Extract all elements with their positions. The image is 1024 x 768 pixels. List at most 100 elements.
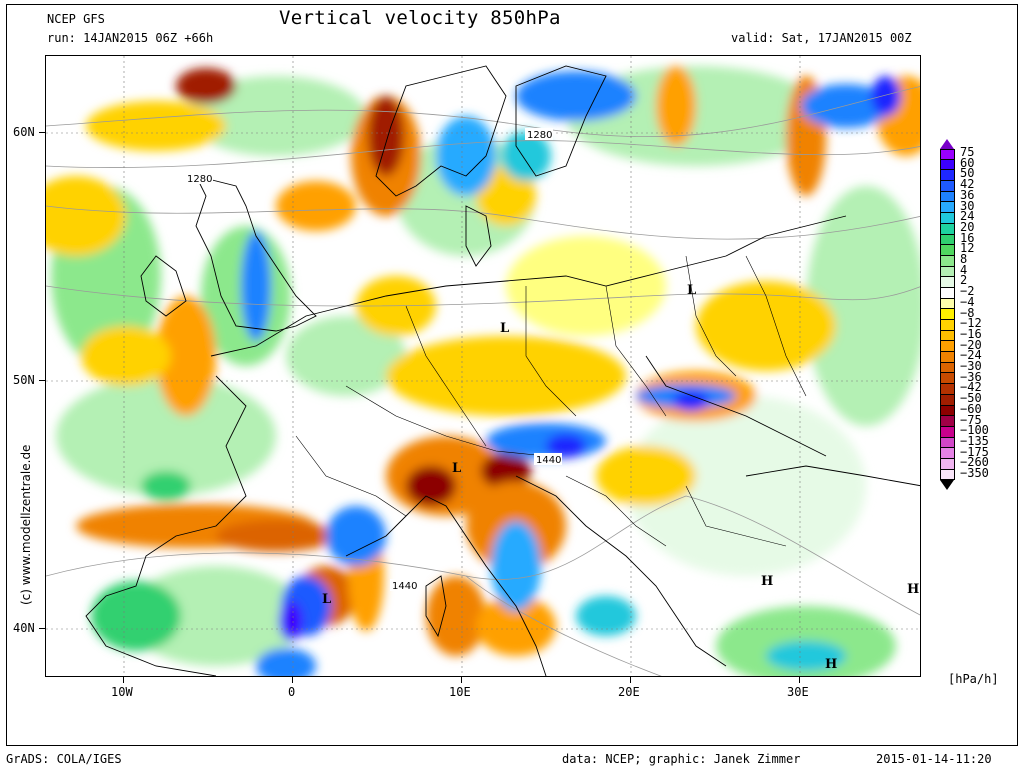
legend-color-swatch bbox=[940, 330, 955, 342]
legend-color-swatch bbox=[940, 223, 955, 235]
model-name: NCEP GFS bbox=[47, 12, 105, 26]
legend-color-swatch bbox=[940, 448, 955, 459]
data-credit: data: NCEP; graphic: Janek Zimmer bbox=[562, 752, 801, 766]
lon-tick bbox=[123, 677, 124, 683]
legend-label: −16 bbox=[960, 326, 982, 341]
lon-tick bbox=[461, 677, 462, 683]
legend-label: 36 bbox=[960, 187, 975, 202]
legend-label: −60 bbox=[960, 401, 982, 416]
lon-tick bbox=[292, 677, 293, 683]
lon-label-20e: 20E bbox=[618, 685, 640, 699]
legend-label: −8 bbox=[960, 305, 975, 320]
legend-bottom-arrow bbox=[940, 480, 954, 491]
legend-color-bar bbox=[940, 149, 955, 481]
legend-color-swatch bbox=[940, 202, 955, 214]
legend-label: 60 bbox=[960, 155, 975, 170]
legend-color-swatch bbox=[940, 373, 955, 385]
legend-label: 20 bbox=[960, 219, 975, 234]
legend-color-swatch bbox=[940, 298, 955, 310]
lat-tick bbox=[39, 380, 45, 381]
legend-color-swatch bbox=[940, 405, 955, 417]
legend-label: −36 bbox=[960, 369, 982, 384]
legend-label: −2 bbox=[960, 284, 975, 299]
lon-label-10w: 10W bbox=[111, 685, 133, 699]
low-pressure-marker: L bbox=[452, 461, 461, 476]
low-pressure-marker: L bbox=[322, 592, 331, 607]
graticule bbox=[46, 56, 920, 676]
legend-color-swatch bbox=[940, 384, 955, 395]
legend-color-swatch bbox=[940, 255, 955, 267]
legend-label: −175 bbox=[960, 444, 989, 459]
isobar-lines bbox=[46, 86, 920, 676]
legend-color-swatch bbox=[940, 234, 955, 246]
legend-label: 30 bbox=[960, 198, 975, 213]
velocity-field bbox=[46, 66, 920, 676]
legend-label: −100 bbox=[960, 423, 989, 438]
legend-label: 24 bbox=[960, 209, 975, 224]
legend-label: 50 bbox=[960, 166, 975, 181]
legend-color-swatch bbox=[940, 437, 955, 449]
lat-label-40n: 40N bbox=[13, 621, 35, 635]
legend-label: 75 bbox=[960, 145, 975, 159]
isobar-labels: 1280 1280 1440 1440 bbox=[185, 128, 562, 592]
legend-color-swatch bbox=[940, 277, 955, 288]
legend-label: −24 bbox=[960, 348, 982, 363]
pressure-centers: L L L L H H H bbox=[322, 283, 919, 672]
legend-label: 8 bbox=[960, 252, 968, 266]
legend-color-swatch bbox=[940, 170, 955, 182]
legend-color-swatch bbox=[940, 469, 955, 481]
coastlines bbox=[85, 65, 920, 676]
legend-color-swatch bbox=[940, 309, 955, 320]
legend-label: −4 bbox=[960, 294, 975, 309]
legend-label: −30 bbox=[960, 359, 982, 373]
lat-label-60n: 60N bbox=[13, 125, 35, 139]
legend-label: 4 bbox=[960, 262, 968, 277]
country-borders bbox=[295, 255, 807, 547]
legend-label: −75 bbox=[960, 412, 982, 427]
legend-color-swatch bbox=[940, 266, 955, 278]
grads-credit: GrADS: COLA/IGES bbox=[6, 752, 122, 766]
legend-color-swatch bbox=[940, 341, 955, 353]
legend-top-arrow bbox=[940, 139, 954, 149]
chart-title: Vertical velocity 850hPa bbox=[279, 7, 561, 29]
lon-label-30e: 30E bbox=[787, 685, 809, 699]
lat-tick bbox=[39, 132, 45, 133]
legend-label: −350 bbox=[960, 466, 989, 480]
legend-color-swatch bbox=[940, 458, 955, 470]
lon-tick bbox=[630, 677, 631, 683]
legend-color-swatch bbox=[940, 181, 955, 192]
legend-color-swatch bbox=[940, 287, 955, 299]
run-info: run: 14JAN2015 06Z +66h bbox=[47, 31, 214, 45]
low-pressure-marker: L bbox=[500, 321, 509, 336]
legend-unit: [hPa/h] bbox=[948, 672, 999, 686]
high-pressure-marker: H bbox=[825, 657, 837, 672]
render-timestamp: 2015-01-14-11:20 bbox=[876, 752, 992, 766]
legend-color-swatch bbox=[940, 191, 955, 203]
isobar-label: 1280 bbox=[527, 130, 552, 141]
isobar-label: 1440 bbox=[536, 455, 561, 466]
watermark: (c) www.modellzentrale.de bbox=[19, 444, 33, 605]
legend-label: −42 bbox=[960, 380, 982, 395]
legend-label: −20 bbox=[960, 337, 982, 352]
figure-frame bbox=[6, 4, 1018, 746]
legend-label: 12 bbox=[960, 241, 975, 256]
lat-tick bbox=[39, 628, 45, 629]
legend-color-swatch bbox=[940, 159, 955, 171]
high-pressure-marker: H bbox=[761, 574, 773, 589]
legend-label: −260 bbox=[960, 455, 989, 470]
legend-label: −50 bbox=[960, 391, 982, 406]
lon-label-0: 0 bbox=[288, 685, 296, 699]
weather-map: 1280 1280 1440 1440 L L L L H H H bbox=[45, 55, 921, 677]
lon-label-10e: 10E bbox=[449, 685, 471, 699]
isobar-label: 1440 bbox=[392, 581, 417, 592]
lon-tick bbox=[799, 677, 800, 683]
legend-color-swatch bbox=[940, 416, 955, 427]
color-legend bbox=[940, 139, 955, 491]
legend-color-swatch bbox=[940, 352, 955, 363]
legend-color-swatch bbox=[940, 320, 955, 331]
legend-color-swatch bbox=[940, 213, 955, 224]
legend-label: −135 bbox=[960, 433, 989, 448]
legend-label: 16 bbox=[960, 230, 975, 245]
high-pressure-marker: H bbox=[907, 582, 919, 597]
legend-color-swatch bbox=[940, 394, 955, 406]
